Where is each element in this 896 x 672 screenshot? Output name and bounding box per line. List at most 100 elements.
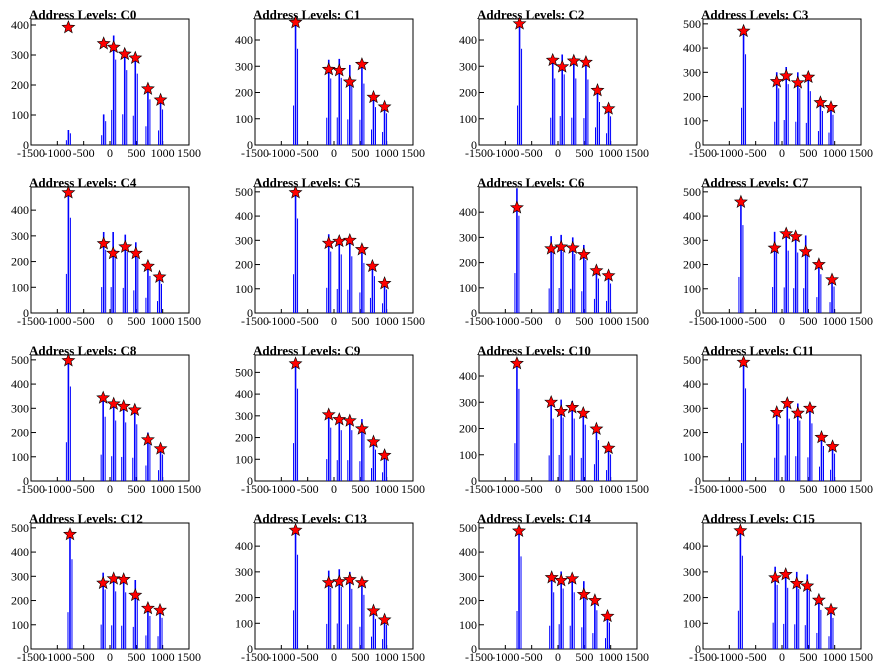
peak-star-marker (116, 572, 131, 586)
y-tick-label: 200 (459, 594, 477, 608)
chart-plot: 0 100 200 300 400 -1500-1000 -500 0 500 1000 1500 (459, 16, 649, 160)
x-tick-label: -500 (73, 314, 95, 328)
x-tick-label: 500 (351, 650, 369, 664)
peak-star-marker (140, 600, 155, 615)
peak-star-marker (587, 593, 602, 607)
y-tick-label: 400 (683, 539, 701, 553)
chart-title: Address Levels: C0 (29, 7, 137, 22)
x-tick-label: -1000 (267, 650, 295, 664)
peak-star-marker (768, 570, 783, 584)
x-tick-label: 1500 (401, 482, 425, 496)
x-tick-label: 1500 (849, 650, 873, 664)
peak-star-marker (736, 23, 751, 38)
x-tick-label: 1000 (375, 482, 399, 496)
chart-panel: Address Levels: C13 0 100 200 300 400 -1500 -10… (224, 504, 448, 672)
x-tick-label: 1000 (823, 146, 847, 160)
x-tick-label: 1500 (849, 482, 873, 496)
x-tick-label: 500 (575, 650, 593, 664)
x-tick-label: -1000 (491, 146, 519, 160)
plot-frame (702, 354, 862, 482)
chart-panel: Address Levels: C14 0 100 200 300 400 500 -1500… (448, 504, 672, 672)
peak-star-marker (342, 232, 357, 247)
plot-frame (254, 18, 414, 146)
peak-star-marker (789, 576, 804, 590)
x-tick-label: -1000 (267, 482, 295, 496)
peak-star-marker (377, 276, 392, 290)
x-tick-label: 1000 (599, 650, 623, 664)
peak-star-marker (788, 229, 803, 243)
chart-plot: 0 100 200 300 400 -1500-1000 -500 0 500 1000 1500 (683, 522, 873, 664)
peak-star-marker (354, 57, 369, 71)
peak-star-marker (790, 75, 805, 89)
peak-star-marker (128, 245, 143, 260)
y-tick-label: 300 (11, 48, 29, 62)
y-tick-label: 300 (235, 59, 253, 73)
x-tick-label: -1000 (43, 146, 71, 160)
y-tick-label: 0 (247, 306, 253, 320)
x-tick-label: -500 (297, 482, 319, 496)
peak-star-marker (554, 239, 569, 253)
y-tick-label: 200 (235, 591, 253, 605)
x-tick-label: 500 (351, 146, 369, 160)
y-tick-label: 0 (695, 306, 701, 320)
peak-star-marker (342, 413, 357, 427)
y-tick-label: 500 (235, 365, 253, 379)
x-tick-label: -1500 (465, 482, 493, 496)
plot-frame (30, 18, 190, 146)
x-tick-label: -500 (745, 482, 767, 496)
chart-plot: 0 100 200 300 400 -1500-1000 -500 0 500 1000 1500 (459, 186, 649, 328)
x-tick-label: -1500 (17, 146, 45, 160)
y-tick-label: 300 (683, 65, 701, 79)
x-tick-label: -1500 (465, 314, 493, 328)
chart-title: Address Levels: C9 (253, 343, 361, 358)
peak-star-marker (801, 69, 816, 84)
x-tick-label: -1500 (17, 482, 45, 496)
chart-plot: 0 100 200 300 400 -1500-1000 -500 0 500 1000 1500 (459, 354, 649, 496)
y-tick-label: 200 (683, 258, 701, 272)
peak-star-marker (601, 268, 616, 282)
peak-star-marker (800, 578, 815, 592)
x-tick-label: -1000 (715, 482, 743, 496)
y-tick-label: 100 (11, 108, 29, 122)
chart-panel: Address Levels: C5 0 100 200 300 400 500 -1500-… (224, 168, 448, 336)
peak-star-marker (117, 46, 132, 61)
y-tick-label: 300 (11, 401, 29, 415)
chart-panel: Address Levels: C11 0 100 200 300 400 500 -1500… (672, 336, 896, 504)
x-tick-label: -1000 (267, 146, 295, 160)
y-tick-label: 400 (11, 377, 29, 391)
peak-star-marker (116, 399, 131, 413)
peak-star-marker (790, 405, 805, 420)
y-tick-label: 0 (471, 306, 477, 320)
x-tick-label: 500 (799, 650, 817, 664)
chart-plot: 0 100 200 300 400 500 -1500-1000 -500 0 500 1000 15… (11, 353, 201, 496)
x-tick-label: 1000 (375, 314, 399, 328)
x-tick-label: -500 (73, 650, 95, 664)
y-tick-label: 100 (683, 450, 701, 464)
y-tick-label: 300 (11, 569, 29, 583)
y-tick-label: 400 (459, 545, 477, 559)
peak-star-marker (779, 226, 794, 240)
peak-star-marker (377, 448, 392, 462)
x-tick-label: 500 (575, 314, 593, 328)
y-tick-label: 400 (235, 33, 253, 47)
y-tick-label: 0 (23, 138, 29, 152)
y-tick-label: 500 (235, 185, 253, 199)
y-tick-label: 100 (459, 448, 477, 462)
y-tick-label: 0 (695, 642, 701, 656)
peak-star-marker (590, 83, 605, 97)
peak-star-marker (321, 407, 336, 421)
x-tick-label: 1000 (599, 482, 623, 496)
peak-star-marker (153, 602, 167, 617)
y-tick-label: 300 (459, 395, 477, 409)
x-tick-label: 0 (779, 482, 785, 496)
y-tick-label: 400 (459, 369, 477, 383)
peak-star-marker (63, 527, 77, 541)
y-tick-label: 100 (235, 112, 253, 126)
peak-star-marker (512, 16, 527, 30)
peak-star-marker (578, 54, 593, 69)
chart-title: Address Levels: C2 (477, 7, 585, 22)
y-tick-label: 0 (471, 138, 477, 152)
peak-star-marker (288, 15, 303, 29)
x-tick-label: 1000 (151, 650, 175, 664)
plot-frame (478, 522, 638, 650)
